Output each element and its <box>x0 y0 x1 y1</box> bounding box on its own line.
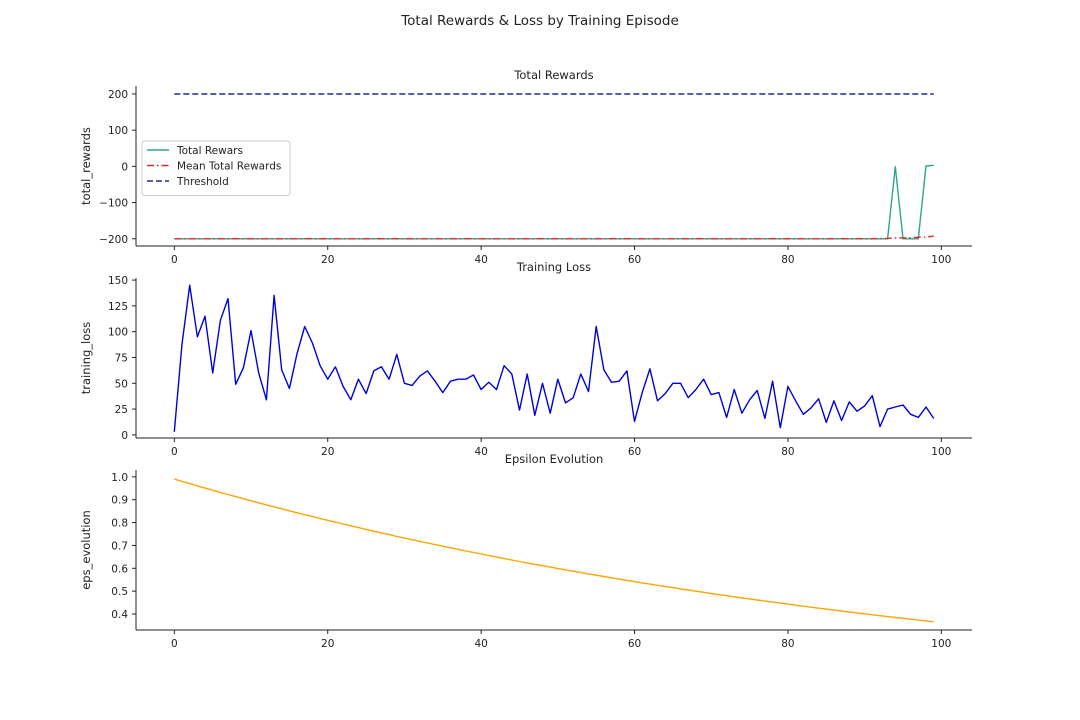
y-tick-label: 125 <box>108 301 128 313</box>
panel-title: Epsilon Evolution <box>505 452 604 466</box>
y-tick-label: 0.6 <box>111 563 128 575</box>
x-tick-label: 0 <box>171 254 178 266</box>
x-tick-label: 40 <box>474 638 487 650</box>
x-tick-label: 20 <box>321 446 334 458</box>
y-tick-label: 100 <box>108 125 128 137</box>
x-tick-label: 20 <box>321 254 334 266</box>
y-tick-label: 0 <box>121 430 128 442</box>
chart-panel-1: Total Rewards 0 20 40 60 80 100 −200 −100 0 100 200… <box>79 68 972 266</box>
x-tick-label: 40 <box>474 254 487 266</box>
y-tick-label: 200 <box>108 89 128 101</box>
legend-label: Total Rewars <box>176 145 243 157</box>
series-line-2-1 <box>173 284 935 432</box>
y-tick-label: 0.9 <box>111 495 128 507</box>
figure-title: Total Rewards & Loss by Training Episode <box>400 13 679 29</box>
x-tick-label: 100 <box>931 254 951 266</box>
y-tick-label: 0.7 <box>111 540 128 552</box>
y-tick-label: 0.5 <box>111 586 128 598</box>
y-tick-label: −200 <box>99 234 128 246</box>
x-tick-label: 0 <box>171 446 178 458</box>
y-tick-label: 100 <box>108 327 128 339</box>
legend-label: Threshold <box>176 176 229 188</box>
x-tick-label: 20 <box>321 638 334 650</box>
y-tick-label: 0.4 <box>111 609 128 621</box>
series-line-3-1 <box>174 478 934 623</box>
y-tick-label: 25 <box>115 404 128 416</box>
x-tick-label: 60 <box>628 446 641 458</box>
x-tick-label: 40 <box>474 446 487 458</box>
y-tick-label: −100 <box>99 198 128 210</box>
y-tick-label: 75 <box>115 352 128 364</box>
y-tick-label: 0.8 <box>111 518 128 530</box>
chart-panel-3: Epsilon Evolution 0 20 40 60 80 100 0.4 0.5 0.6 0.… <box>79 452 972 650</box>
x-tick-label: 100 <box>931 638 951 650</box>
series-line-total-rewars <box>174 164 934 240</box>
panel-title: Training Loss <box>516 260 591 274</box>
legend-label: Mean Total Rewards <box>177 161 281 173</box>
y-axis-label: training_loss <box>79 322 93 395</box>
y-axis-label: eps_evolution <box>79 510 93 590</box>
y-axis-label: total_rewards <box>79 127 93 205</box>
series-line-mean-total-rewards <box>174 235 934 240</box>
y-tick-label: 0 <box>121 161 128 173</box>
x-tick-label: 60 <box>628 254 641 266</box>
chart-panel-2: Training Loss 0 20 40 60 80 100 0 25 50 75 100 125 15… <box>79 260 972 458</box>
y-tick-label: 50 <box>115 378 128 390</box>
legend: Total Rewars Mean Total Rewards Threshold <box>141 140 291 196</box>
x-tick-label: 60 <box>628 638 641 650</box>
x-tick-label: 0 <box>171 638 178 650</box>
panel-title: Total Rewards <box>513 68 593 82</box>
y-tick-label: 150 <box>108 275 128 287</box>
x-tick-label: 100 <box>931 446 951 458</box>
y-tick-label: 1.0 <box>111 472 128 484</box>
x-tick-label: 80 <box>781 254 794 266</box>
x-tick-label: 80 <box>781 446 794 458</box>
legend-box <box>141 140 291 196</box>
x-tick-label: 80 <box>781 638 794 650</box>
